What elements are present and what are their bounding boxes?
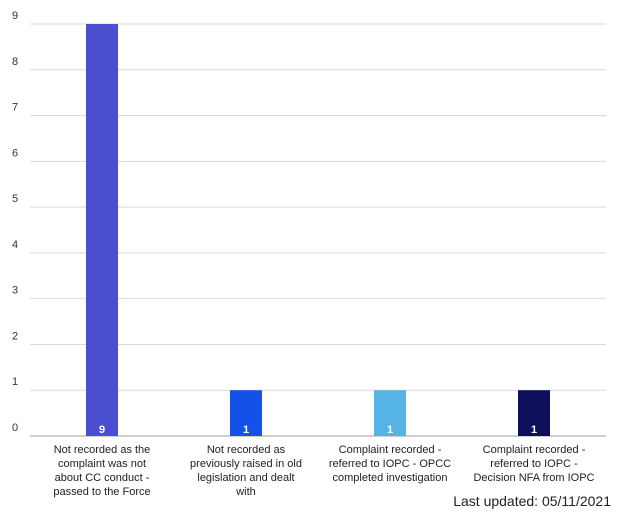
y-tick-label: 3 xyxy=(12,285,18,297)
category-label-line: referred to IOPC - xyxy=(490,458,578,470)
y-tick-label: 2 xyxy=(12,330,18,342)
category-label-line: referred to IOPC - OPCC xyxy=(329,458,451,470)
y-tick-label: 6 xyxy=(12,147,18,159)
category-label-line: Not recorded as the xyxy=(54,444,151,456)
category-label: Not recorded as previously raised in old l… xyxy=(190,444,302,498)
category-label-line: about CC conduct - xyxy=(55,472,150,484)
category-label-line: Decision NFA from IOPC xyxy=(473,472,594,484)
category-label-line: Complaint recorded - xyxy=(339,444,442,456)
bar xyxy=(518,390,550,436)
category-label-line: passed to the Force xyxy=(53,486,150,498)
category-label-line: completed investigation xyxy=(333,472,448,484)
category-label-line: Complaint recorded - xyxy=(483,444,586,456)
category-label-line: previously raised in old xyxy=(190,458,302,470)
y-tick-label: 8 xyxy=(12,56,18,68)
data-label: 1 xyxy=(531,424,537,436)
y-tick-label: 0 xyxy=(12,422,18,434)
category-label-line: with xyxy=(235,486,256,498)
bar xyxy=(230,390,262,436)
bars xyxy=(86,24,550,436)
y-tick-label: 1 xyxy=(12,376,18,388)
y-tick-label: 5 xyxy=(12,193,18,205)
last-updated-text: Last updated: 05/11/2021 xyxy=(453,493,611,509)
category-label-line: complaint was not xyxy=(58,458,146,470)
bar xyxy=(374,390,406,436)
y-tick-label: 4 xyxy=(12,239,18,251)
category-label-line: legislation and dealt xyxy=(197,472,294,484)
y-axis-ticks: 0 1 2 3 4 5 6 7 8 9 xyxy=(12,10,18,434)
category-label: Complaint recorded - referred to IOPC - O… xyxy=(329,444,451,484)
data-labels: 9 1 1 1 xyxy=(99,424,537,436)
data-label: 9 xyxy=(99,424,105,436)
bar xyxy=(86,24,118,436)
y-tick-label: 9 xyxy=(12,10,18,22)
category-label: Not recorded as the complaint was not abou… xyxy=(53,444,150,498)
category-label: Complaint recorded - referred to IOPC - De… xyxy=(473,444,594,484)
y-tick-label: 7 xyxy=(12,102,18,114)
gridlines xyxy=(30,23,606,437)
data-label: 1 xyxy=(243,424,249,436)
category-labels: Not recorded as the complaint was not abou… xyxy=(53,444,594,498)
data-label: 1 xyxy=(387,424,393,436)
category-label-line: Not recorded as xyxy=(207,444,286,456)
